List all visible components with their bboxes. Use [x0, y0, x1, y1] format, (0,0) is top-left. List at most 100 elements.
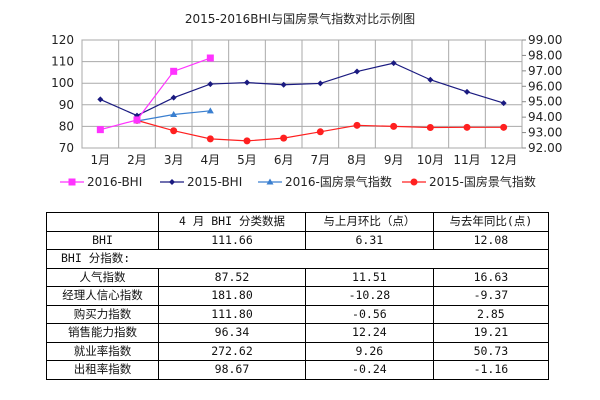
- y-right-tick-label: 94.00: [528, 110, 562, 124]
- data-point: [390, 60, 397, 67]
- data-point: [316, 128, 324, 136]
- y-left-tick-label: 100: [51, 76, 74, 90]
- data-point: [500, 123, 508, 131]
- series-2016-BHI: [96, 54, 214, 134]
- data-point: [266, 178, 274, 185]
- legend-item: 2016-国房景气指数: [258, 174, 392, 189]
- data-point: [410, 178, 418, 186]
- data-point: [464, 88, 470, 95]
- x-tick-label: 4月: [201, 153, 221, 167]
- y-left-tick-label: 80: [59, 119, 74, 133]
- y-right-tick-label: 96.00: [528, 79, 562, 93]
- data-point: [170, 111, 178, 118]
- data-point: [463, 123, 471, 131]
- bhi-data-table: 4 月 BHI 分类数据 与上月环比（点） 与去年同比(点) BHI 111.6…: [46, 212, 550, 380]
- table-cell: 9.26: [304, 341, 434, 361]
- data-point: [170, 94, 177, 101]
- section-label: BHI 分指数:: [46, 249, 549, 269]
- x-tick-label: 2月: [127, 153, 147, 167]
- data-point: [206, 107, 214, 114]
- data-point: [206, 135, 214, 143]
- header-cell: 4 月 BHI 分类数据: [157, 212, 306, 232]
- table-cell: -0.24: [304, 360, 434, 380]
- table-cell: 111.80: [157, 304, 306, 324]
- legend-item: 2016-BHI: [60, 175, 142, 189]
- y-right-tick-label: 95.00: [528, 95, 562, 109]
- y-right-tick-label: 93.00: [528, 126, 562, 140]
- table-cell: 人气指数: [46, 267, 159, 287]
- table-cell: -9.37: [432, 286, 550, 306]
- table-cell: 出租率指数: [46, 360, 159, 380]
- data-point: [500, 100, 507, 107]
- data-point: [96, 126, 104, 134]
- table-cell: 272.62: [157, 341, 306, 361]
- data-point: [170, 67, 178, 75]
- table-cell: 19.21: [432, 323, 550, 343]
- table-cell: 购买力指数: [46, 304, 159, 324]
- table-cell: 96.34: [157, 323, 306, 343]
- legend-item: 2015-国房景气指数: [402, 174, 536, 189]
- table-section-row: BHI 分指数:: [46, 249, 549, 269]
- data-point: [280, 81, 287, 88]
- data-point: [207, 81, 214, 88]
- y-right-tick-label: 97.00: [528, 64, 562, 78]
- table-cell: 98.67: [157, 360, 306, 380]
- series-line: [100, 57, 211, 131]
- data-point: [280, 134, 288, 142]
- data-point: [317, 80, 324, 87]
- x-tick-label: 8月: [347, 153, 367, 167]
- data-point: [244, 79, 250, 86]
- table-row: 购买力指数 111.80 -0.56 2.85: [46, 304, 550, 324]
- y-right-tick-label: 98.00: [528, 48, 562, 62]
- y-left-tick-label: 110: [51, 55, 74, 69]
- data-point: [426, 123, 434, 131]
- table-cell: -1.16: [432, 360, 550, 380]
- x-tick-label: 3月: [164, 153, 184, 167]
- x-tick-label: 10月: [417, 153, 444, 167]
- table-cell: 111.66: [157, 230, 306, 250]
- table-cell: 6.31: [304, 230, 434, 250]
- table-row: 经理人信心指数 181.80 -10.28 -9.37: [46, 286, 550, 306]
- data-point: [133, 116, 141, 124]
- table-cell: 50.73: [432, 341, 550, 361]
- table-row: 就业率指数 272.62 9.26 50.73: [46, 341, 550, 361]
- data-point: [354, 68, 360, 75]
- table-row: 人气指数 87.52 11.51 16.63: [46, 267, 550, 287]
- header-cell: 与去年同比(点): [432, 212, 550, 232]
- table-cell: 12.08: [432, 230, 550, 250]
- data-point: [427, 76, 434, 83]
- table-cell: 11.51: [304, 267, 434, 287]
- legend-label: 2016-国房景气指数: [285, 174, 392, 189]
- x-tick-label: 6月: [274, 153, 294, 167]
- x-tick-label: 9月: [384, 153, 404, 167]
- data-point: [170, 127, 178, 135]
- x-tick-label: 12月: [490, 153, 517, 167]
- y-right-tick-label: 99.00: [528, 33, 562, 47]
- data-point: [169, 179, 175, 185]
- table-cell: 经理人信心指数: [46, 286, 159, 306]
- table-row: BHI 111.66 6.31 12.08: [46, 230, 550, 250]
- table-cell: 87.52: [157, 267, 306, 287]
- data-point: [243, 137, 251, 145]
- legend-label: 2015-BHI: [187, 175, 242, 189]
- header-cell: [46, 212, 159, 232]
- x-tick-label: 7月: [311, 153, 331, 167]
- table-cell: 181.80: [157, 286, 306, 306]
- table-cell: 16.63: [432, 267, 550, 287]
- data-point: [353, 121, 361, 129]
- series-line: [100, 62, 504, 117]
- table-row: 销售能力指数 96.34 12.24 19.21: [46, 323, 550, 343]
- table-cell: BHI: [46, 230, 159, 250]
- data-point: [68, 178, 76, 186]
- table-cell: 销售能力指数: [46, 323, 159, 343]
- table-row: 出租率指数 98.67 -0.24 -1.16: [46, 360, 550, 380]
- data-point: [390, 122, 398, 130]
- data-point: [97, 96, 104, 103]
- table-cell: 就业率指数: [46, 341, 159, 361]
- legend-item: 2015-BHI: [160, 175, 242, 189]
- table-cell: -10.28: [304, 286, 434, 306]
- table-cell: 12.24: [304, 323, 434, 343]
- x-tick-label: 11月: [453, 153, 480, 167]
- table-cell: 2.85: [432, 304, 550, 324]
